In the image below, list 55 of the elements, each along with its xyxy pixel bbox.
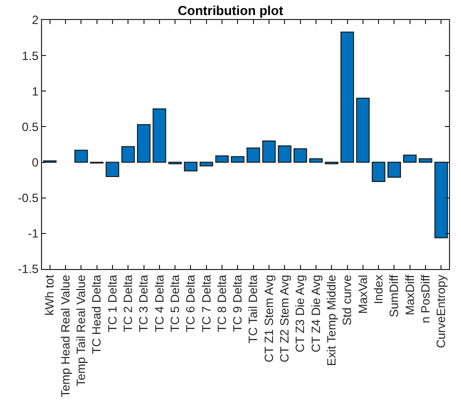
x-tick-label: TC 7 Delta [199,274,214,332]
x-tick-label: kWh tot [42,274,57,316]
bar [418,158,432,163]
x-tick-label: SumDiff [387,274,402,318]
bar [294,148,308,163]
x-tick-label: TC 5 Delta [168,274,182,332]
x-tick-label: TC 8 Delta [214,274,229,332]
bar [230,156,244,163]
bar [106,162,120,178]
x-tick-label: CurveEntropy [434,274,448,348]
x-tick-label: MaxDiff [402,274,417,316]
x-tick-label: CT Z3 Die Avg [293,274,308,352]
x-tick-label: Temp Head Real Value [58,274,72,398]
bar [152,108,166,163]
y-tick-label: 0.5 [22,120,39,134]
bar [74,150,88,163]
bar [403,154,417,163]
x-tick-label: TC 3 Delta [136,274,151,332]
x-tick-label: TC 4 Delta [152,274,166,332]
bar [340,32,354,163]
x-tick-label: TC Tail Delta [246,274,260,344]
x-tick-label: TC Head Delta [90,274,104,354]
bar [387,162,401,178]
y-tick-label: -1.5 [18,262,39,276]
x-tick-label: Exit Temp Middle [324,274,338,366]
x-tick-label: TC 1 Delta [105,274,120,332]
bar [372,162,386,182]
x-tick-label: Temp Tail Real Value [74,274,88,386]
x-tick-label: TC 9 Delta [230,274,245,332]
x-tick-label: TC 6 Delta [184,274,198,332]
y-tick-label: 0 [32,155,39,170]
bar [184,162,198,172]
x-tick-label: MaxVal [356,274,370,314]
bar [246,148,260,163]
bar [136,124,151,163]
x-tick-label: n PosDiff [418,274,432,324]
y-tick-label: 1 [32,84,39,98]
bar [121,146,135,163]
bar [309,158,323,163]
y-tick-label: -1 [28,226,39,241]
bar [278,145,292,163]
x-tick-label: Index [371,274,386,304]
bar [215,155,229,163]
x-tick-label: TC 2 Delta [121,274,135,332]
bar [262,140,276,163]
x-tick-label: CT Z2 Stem Avg [278,274,292,362]
x-tick-label: CT Z1 Stem Avg [262,274,276,362]
y-tick-label: 1.5 [22,48,39,63]
y-tick-label: -0.5 [18,191,39,206]
y-tick-label: 2 [32,13,39,28]
chart-title: Contribution plot [178,3,284,18]
bar [200,162,214,166]
x-tick-label: Std curve [340,274,354,326]
bar [356,98,370,163]
x-tick-label: CT Z4 Die Avg [308,274,323,352]
